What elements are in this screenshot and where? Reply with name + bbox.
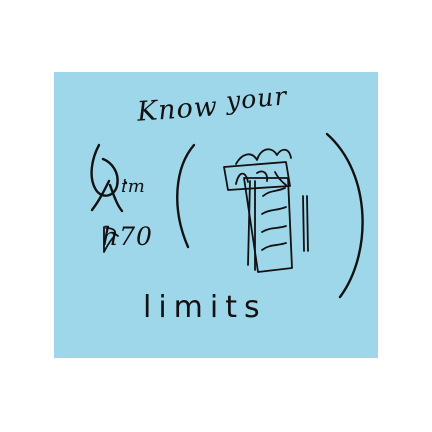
book-spine-1 (248, 181, 250, 265)
left-parenthesis (177, 145, 194, 247)
left-glyph-dot (125, 182, 126, 183)
right-vertical-mark-2 (307, 196, 308, 251)
right-parenthesis (327, 134, 363, 297)
book-line-1 (263, 188, 285, 196)
right-vertical-mark-1 (303, 196, 304, 251)
book-line-2 (262, 207, 286, 214)
middle-bottom-glyph (104, 227, 118, 252)
book-cover (224, 162, 290, 190)
book-line-3 (262, 226, 286, 232)
book-line-4 (262, 243, 286, 250)
